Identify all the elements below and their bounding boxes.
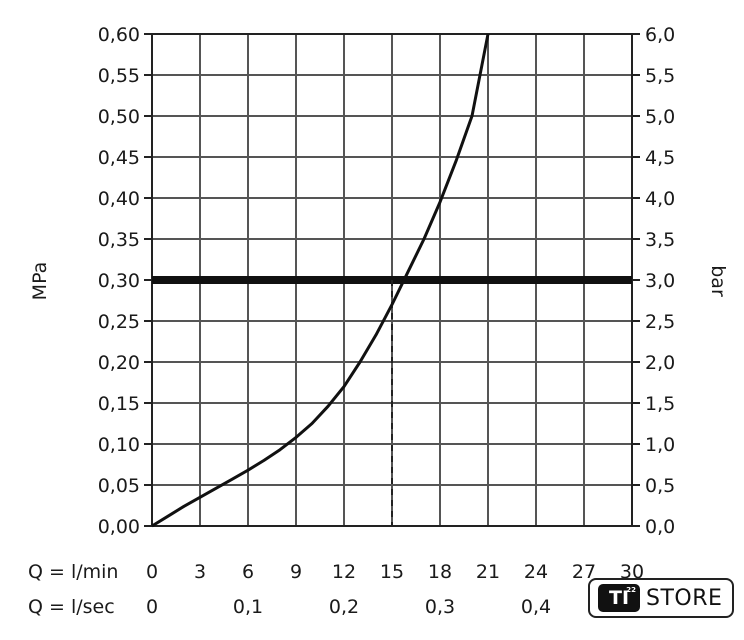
x-tick-label: 27 <box>572 561 596 583</box>
y-tick-label-left: 0,55 <box>98 65 140 87</box>
y-tick-label-right: 3,5 <box>645 229 675 251</box>
y-tick-label-left: 0,00 <box>98 516 140 538</box>
x-tick-label: 6 <box>242 561 254 583</box>
x-tick-label: 24 <box>524 561 548 583</box>
x-tick-label: 30 <box>620 561 644 583</box>
y-tick-label-right: 5,5 <box>645 65 675 87</box>
y-tick-label-right: 3,0 <box>645 270 675 292</box>
y-tick-label-left: 0,35 <box>98 229 140 251</box>
logo-text: STORE <box>646 585 723 611</box>
y-tick-label-left: 0,05 <box>98 475 140 497</box>
x-tick-label: 0,2 <box>329 596 359 618</box>
store-logo: TI 22 STORE <box>588 578 734 618</box>
y-tick-label-left: 0,30 <box>98 270 140 292</box>
y-tick-label-left: 0,50 <box>98 106 140 128</box>
series-layer <box>151 33 632 528</box>
y-tick-label-left: 0,15 <box>98 393 140 415</box>
y-axis-label-right: bar <box>707 265 729 297</box>
x-tick-label: 0,4 <box>521 596 551 618</box>
y-tick-label-right: 2,0 <box>645 352 675 374</box>
x-tick-label: 9 <box>290 561 302 583</box>
y-tick-label-right: 4,0 <box>645 188 675 210</box>
series-curve <box>151 33 490 528</box>
x-tick-label: 3 <box>194 561 206 583</box>
y-tick-label-left: 0,60 <box>98 24 140 46</box>
y-tick-label-left: 0,45 <box>98 147 140 169</box>
y-tick-label-right: 0,5 <box>645 475 675 497</box>
y-tick-label-right: 6,0 <box>645 24 675 46</box>
y-tick-label-right: 2,5 <box>645 311 675 333</box>
x-tick-label: 0,1 <box>233 596 263 618</box>
x-tick-label: 0,3 <box>425 596 455 618</box>
y-tick-label-left: 0,20 <box>98 352 140 374</box>
y-tick-label-left: 0,25 <box>98 311 140 333</box>
y-tick-label-right: 4,5 <box>645 147 675 169</box>
y-tick-label-left: 0,10 <box>98 434 140 456</box>
y-tick-label-right: 0,0 <box>645 516 675 538</box>
tick-labels: 0,00 0,00,05 0,50,10 1,00,15 1,50,20 2,00,25 2… <box>28 24 675 618</box>
y-tick-label-right: 1,0 <box>645 434 675 456</box>
x-tick-label: 18 <box>428 561 452 583</box>
logo-mark-text: TI <box>608 587 630 609</box>
y-tick-label-right: 1,5 <box>645 393 675 415</box>
y-tick-label-left: 0,40 <box>98 188 140 210</box>
x-axis-row-label: Q = l/sec <box>28 596 115 618</box>
x-tick-label: 12 <box>332 561 356 583</box>
y-axis-label-left: MPa <box>29 262 51 301</box>
x-tick-label: 0 <box>146 596 158 618</box>
x-tick-label: 15 <box>380 561 404 583</box>
x-tick-label: 0 <box>146 561 158 583</box>
y-tick-label-right: 5,0 <box>645 106 675 128</box>
logo-mark: TI 22 <box>598 584 640 612</box>
logo-mark-superscript: 22 <box>626 586 636 594</box>
x-axis-row-label: Q = l/min <box>28 561 118 583</box>
x-tick-label: 21 <box>476 561 500 583</box>
